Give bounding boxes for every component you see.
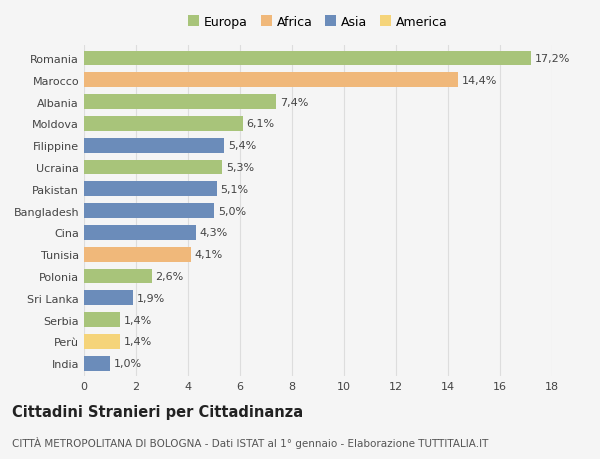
Text: 6,1%: 6,1% [247,119,275,129]
Legend: Europa, Africa, Asia, America: Europa, Africa, Asia, America [188,16,448,29]
Text: Cittadini Stranieri per Cittadinanza: Cittadini Stranieri per Cittadinanza [12,404,303,419]
Bar [84,95,277,110]
Bar [84,269,152,284]
Text: CITTÀ METROPOLITANA DI BOLOGNA - Dati ISTAT al 1° gennaio - Elaborazione TUTTITA: CITTÀ METROPOLITANA DI BOLOGNA - Dati IS… [12,436,488,448]
Text: 1,0%: 1,0% [114,358,142,368]
Text: 14,4%: 14,4% [463,76,497,86]
Text: 5,1%: 5,1% [221,185,248,195]
Bar [84,117,242,132]
Bar [84,334,121,349]
Bar [84,204,214,218]
Text: 17,2%: 17,2% [535,54,571,64]
Bar [84,356,110,371]
Bar [84,51,531,67]
Bar [84,73,458,88]
Bar [84,291,133,306]
Text: 1,4%: 1,4% [124,315,152,325]
Text: 5,4%: 5,4% [229,141,257,151]
Text: 1,9%: 1,9% [137,293,166,303]
Text: 2,6%: 2,6% [155,271,184,281]
Text: 4,3%: 4,3% [200,228,228,238]
Text: 5,0%: 5,0% [218,206,246,216]
Text: 5,3%: 5,3% [226,162,254,173]
Bar [84,247,191,262]
Text: 7,4%: 7,4% [280,97,308,107]
Text: 4,1%: 4,1% [194,250,223,260]
Text: 1,4%: 1,4% [124,336,152,347]
Bar [84,160,222,175]
Bar [84,139,224,153]
Bar [84,313,121,327]
Bar [84,182,217,197]
Bar [84,225,196,240]
